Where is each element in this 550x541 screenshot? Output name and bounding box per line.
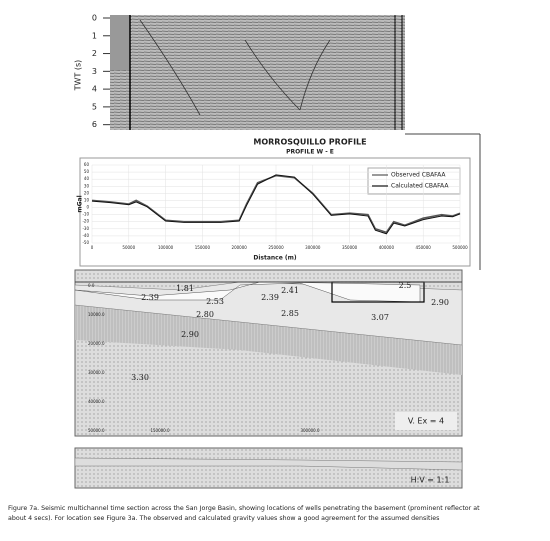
layer: [74, 457, 463, 471]
y-tick-label: 40: [84, 176, 90, 181]
y-tick-label: 0: [86, 205, 89, 210]
y-tick-label: 5: [92, 102, 97, 111]
legend-label: Observed CBAFAA: [391, 172, 446, 179]
y-tick-label: 20: [84, 190, 90, 195]
y-label: mGal: [77, 195, 84, 212]
y-tick-label: 2: [92, 49, 97, 58]
y-tick-label: 10: [84, 197, 90, 202]
depth-label: 30000.0: [88, 370, 105, 375]
x-tick-label: 50000: [122, 245, 135, 250]
x-tick-label: 250000: [268, 245, 284, 250]
lower-model: H:V = 1:1: [74, 447, 463, 489]
x-tick-label: 500000: [452, 245, 468, 250]
y-tick-label: -40: [82, 233, 89, 238]
fault-lines: [139, 19, 331, 116]
line: [91, 174, 461, 234]
profile-title: MORROSQUILLO PROFILE: [253, 138, 366, 147]
density-model: 1.812.39 2.53 2.392.412.52.80 2.85 3.072.903…: [74, 269, 463, 437]
x-tick-label: 200000: [232, 245, 248, 250]
y-tick-label: 4: [92, 85, 97, 94]
distance-label: 300000.0: [300, 428, 320, 433]
caption-line: Figure 7a. Seismic multichannel time sec…: [8, 505, 480, 512]
seismic-edge: [110, 15, 130, 70]
legend-label: Calculated CBAFAA: [391, 183, 449, 190]
density-label: 1.81: [176, 284, 194, 293]
y-tick-label: -30: [82, 226, 89, 231]
x-tick-label: 300000: [305, 245, 321, 250]
gravity-chart: mGal Distance (m) -50 -40 -30 -20 -10 0 10 20 30…: [77, 157, 471, 267]
ratio: H:V = 1:1: [411, 476, 450, 485]
density-label: 2.90: [431, 298, 449, 307]
layer: [75, 305, 462, 375]
density-label: 3.30: [131, 373, 149, 382]
depth-label: 50000.0: [88, 428, 105, 433]
y-tick-label: -20: [82, 219, 89, 224]
profile-subtitle: PROFILE W - E: [286, 149, 334, 156]
x-tick-label: 0: [91, 245, 94, 250]
density-label: 2.39: [141, 293, 159, 302]
x-tick-label: 150000: [195, 245, 211, 250]
density-label: 2.90: [181, 330, 199, 339]
x-tick-label: 350000: [342, 245, 358, 250]
depth-label: 40000.0: [88, 399, 105, 404]
x-tick-label: 450000: [416, 245, 432, 250]
depth-label: 10000.0: [88, 312, 105, 317]
density-label: 2.80: [196, 310, 214, 319]
line: [91, 174, 461, 235]
y-tick-label: 50: [84, 169, 90, 174]
depth-label: 20000.0: [88, 341, 105, 346]
x-label: Distance (m): [253, 255, 297, 262]
depth-label: 0.0: [88, 283, 95, 288]
y-tick-label: 60: [84, 162, 90, 167]
caption-line: about 4 secs). For location see Figure 3…: [8, 515, 439, 522]
y-tick-label: 6: [92, 120, 97, 129]
y-tick-label: -10: [82, 212, 89, 217]
density-label: 3.07: [371, 313, 389, 322]
exaggeration: V. Ex = 4: [408, 417, 444, 426]
y-tick-label: 1: [92, 31, 97, 40]
y-tick-label: -50: [82, 240, 89, 245]
density-label: 2.5: [399, 281, 412, 290]
seismic-section: TWT (s) 0 1 2 3 4 5 6: [74, 14, 405, 130]
y-tick-label: 30: [84, 183, 90, 188]
seismic-image: [110, 15, 405, 130]
density-label: 2.53: [206, 297, 224, 306]
x-tick-label: 100000: [158, 245, 174, 250]
y-tick-label: 0: [92, 14, 97, 23]
density-label: 2.85: [281, 309, 299, 318]
density-label: 2.41: [281, 286, 299, 295]
y-tick-label: 3: [92, 67, 97, 76]
distance-label: 150000.0: [150, 428, 170, 433]
label-bg: [395, 412, 457, 430]
density-label: 2.39: [261, 293, 279, 302]
y-label: TWT (s): [74, 60, 83, 92]
x-tick-label: 400000: [379, 245, 395, 250]
